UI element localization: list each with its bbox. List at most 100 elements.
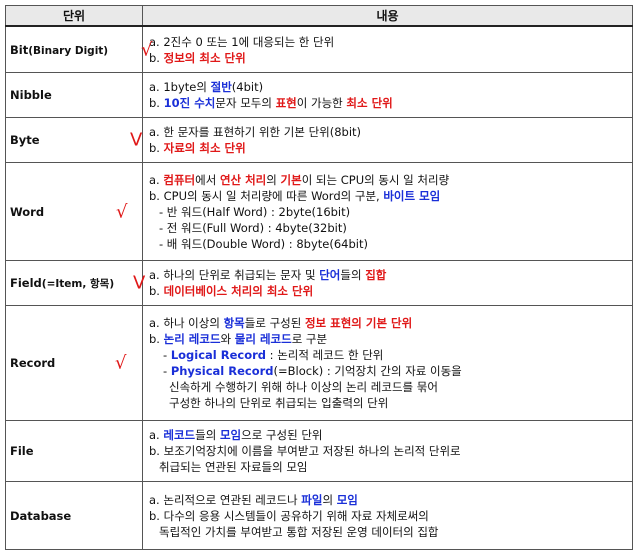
content-cell: a. 하나 이상의 항목들로 구성된 정보 표현의 기본 단위 b. 논리 레코드…	[142, 305, 633, 421]
content-cell: a. 컴퓨터에서 연산 처리의 기본이 되는 CPU의 동시 일 처리량 b. C…	[142, 162, 633, 261]
content-line: b. 자료의 최소 단위	[149, 140, 628, 156]
unit-cell: Record √	[5, 305, 143, 421]
checkmark-icon: √	[141, 39, 153, 60]
content-text: b. 보조기억장치에 이름을 부여받고 저장된 하나의 논리적 단위로	[149, 444, 461, 458]
checkmark-icon: V	[133, 272, 146, 294]
content-line: a. 논리적으로 연관된 레코드나 파일의 모임	[149, 492, 628, 508]
content-line: a. 컴퓨터에서 연산 처리의 기본이 되는 CPU의 동시 일 처리량	[149, 172, 628, 188]
highlight-blue-text: 물리 레코드	[234, 332, 292, 346]
table-row-nibble: Nibble a. 1byte의 절반(4bit) b. 10진 수치문자 모두의 …	[5, 72, 633, 118]
content-text: 이 가능한	[296, 96, 347, 110]
content-line: - 배 워드(Double Word) : 8byte(64bit)	[149, 236, 628, 252]
content-text: a.	[149, 428, 164, 442]
checkmark-icon: √	[116, 201, 128, 222]
content-line: b. 다수의 응용 시스템들이 공유하기 위해 자료 자체로써의	[149, 508, 628, 524]
highlight-blue-text: Physical Record	[170, 364, 274, 378]
highlight-blue-text: 절반	[210, 80, 232, 94]
content-line: b. 정보의 최소 단위	[149, 50, 628, 66]
content-line: b. 논리 레코드와 물리 레코드로 구분	[149, 331, 628, 347]
content-text: - 배 워드(Double Word) : 8byte(64bit)	[159, 236, 368, 251]
content-text: 에서	[195, 172, 220, 187]
unit-label: Bit(Binary Digit)	[10, 43, 108, 57]
unit-label: Word	[10, 205, 44, 219]
highlight-red-text: 컴퓨터	[163, 172, 196, 187]
content-text: -	[163, 348, 171, 362]
unit-sub-label: (Binary Digit)	[28, 44, 109, 57]
unit-cell: Nibble	[5, 72, 143, 118]
content-text: b.	[149, 50, 164, 65]
highlight-blue-text: 모임	[336, 492, 358, 507]
highlight-red-text: 연산 처리	[219, 172, 267, 187]
table-row-file: File a. 레코드들의 모임으로 구성된 단위 b. 보조기억장치에 이름을 부…	[5, 420, 633, 482]
content-text: b.	[149, 284, 164, 298]
content-text: a. 2진수 0 또는 1에 대응되는 한 단위	[149, 34, 335, 49]
highlight-red-text: 기본	[280, 172, 302, 187]
highlight-red-text: 자료의 최소 단위	[163, 141, 246, 155]
content-text: : 논리적 레코드 한 단위	[266, 348, 384, 362]
content-text: 와	[220, 332, 235, 346]
content-text: 구성한 하나의 단위로 취급되는 입출력의 단위	[169, 396, 389, 410]
content-text: 의	[322, 492, 337, 507]
unit-main-label: Record	[10, 356, 56, 370]
checkmark-icon: √	[115, 352, 127, 374]
unit-main-label: Word	[10, 204, 45, 219]
content-text: a. 하나 이상의	[149, 316, 224, 330]
unit-main-label: Field	[10, 275, 42, 290]
header-unit: 단위	[5, 5, 143, 27]
highlight-blue-text: 모임	[219, 428, 242, 442]
unit-cell: Database	[5, 481, 143, 550]
content-line: 구성한 하나의 단위로 취급되는 입출력의 단위	[149, 395, 628, 411]
highlight-red-text: 데이터베이스 처리의 최소 단위	[163, 284, 314, 298]
content-text: b.	[149, 332, 164, 346]
content-text: 신속하게 수행하기 위해 하나 이상의 논리 레코드를 묶어	[169, 380, 438, 394]
unit-label: Nibble	[10, 88, 52, 102]
unit-cell: File	[5, 420, 143, 482]
unit-label: File	[10, 444, 34, 458]
unit-main-label: Byte	[10, 133, 40, 147]
content-line: a. 레코드들의 모임으로 구성된 단위	[149, 427, 628, 443]
content-text: 문자 모두의	[215, 96, 276, 110]
unit-cell: Field(=Item, 항목) V	[5, 260, 146, 306]
content-text: -	[163, 364, 171, 378]
unit-label: Byte	[10, 133, 40, 147]
content-text: b.	[149, 141, 164, 155]
content-line: a. 하나의 단위로 취급되는 문자 및 단어들의 집합	[149, 267, 628, 283]
content-text: a.	[149, 172, 164, 187]
content-text: a. 한 문자를 표현하기 위한 기본 단위(8bit)	[149, 125, 362, 139]
table-row-record: Record √ a. 하나 이상의 항목들로 구성된 정보 표현의 기본 단위 b.…	[5, 305, 633, 421]
highlight-blue-text: 레코드	[163, 428, 196, 442]
content-line: 취급되는 연관된 자료들의 모임	[149, 459, 628, 475]
content-text: (=Block) : 기억장치 간의 자료 이동을	[273, 364, 462, 378]
content-cell: a. 논리적으로 연관된 레코드나 파일의 모임 b. 다수의 응용 시스템들이 …	[142, 481, 633, 550]
content-text: b. CPU의 동시 일 처리량에 따른 Word의 구분,	[149, 188, 384, 203]
header-content: 내용	[142, 5, 633, 27]
content-text: 의	[266, 172, 281, 187]
highlight-red-text: 정보 표현의 기본 단위	[304, 316, 413, 330]
content-text: 독립적인 가치를 부여받고 통합 저장된 운영 데이터의 집합	[159, 524, 439, 539]
content-text: b. 다수의 응용 시스템들이 공유하기 위해 자료 자체로써의	[149, 508, 429, 523]
table-header-row: 단위 내용	[5, 5, 633, 27]
highlight-blue-text: 단어	[319, 268, 341, 282]
content-line: a. 한 문자를 표현하기 위한 기본 단위(8bit)	[149, 124, 628, 140]
content-text: 들로 구성된	[244, 316, 305, 330]
table-row-word: Word √ a. 컴퓨터에서 연산 처리의 기본이 되는 CPU의 동시 일 처리…	[5, 162, 633, 261]
content-text: 로 구분	[291, 332, 328, 346]
content-line: 신속하게 수행하기 위해 하나 이상의 논리 레코드를 묶어	[149, 379, 628, 395]
content-line: a. 하나 이상의 항목들로 구성된 정보 표현의 기본 단위	[149, 315, 628, 331]
content-text: a. 논리적으로 연관된 레코드나	[149, 492, 302, 507]
content-line: b. 데이터베이스 처리의 최소 단위	[149, 283, 628, 299]
content-cell: a. 하나의 단위로 취급되는 문자 및 단어들의 집합 b. 데이터베이스 처리…	[142, 260, 633, 306]
content-line: - Physical Record(=Block) : 기억장치 간의 자료 이…	[149, 363, 628, 379]
highlight-blue-text: 논리 레코드	[163, 332, 221, 346]
content-text: 들의	[340, 268, 366, 282]
content-cell: a. 1byte의 절반(4bit) b. 10진 수치문자 모두의 표현이 가능…	[142, 72, 633, 118]
content-text: - 전 워드(Full Word) : 4byte(32bit)	[159, 220, 347, 235]
unit-main-label: Database	[10, 508, 72, 523]
content-text: a. 하나의 단위로 취급되는 문자 및	[149, 268, 320, 282]
highlight-blue-text: 파일	[301, 492, 323, 507]
unit-cell: Byte V	[5, 117, 143, 163]
content-text: b.	[149, 96, 164, 110]
highlight-red-text: 최소 단위	[346, 96, 393, 110]
